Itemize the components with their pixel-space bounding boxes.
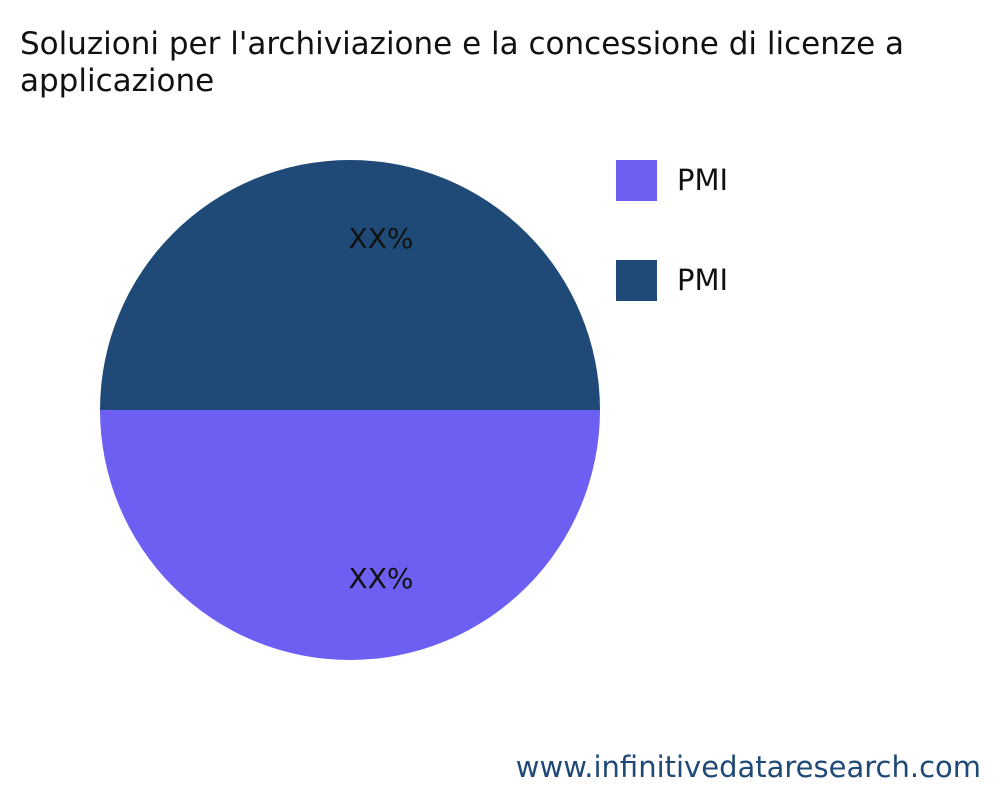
- chart-title: Soluzioni per l'archiviazione e la conce…: [20, 26, 1000, 100]
- watermark: www.infinitivedataresearch.com: [515, 750, 981, 784]
- legend-label: PMI: [677, 163, 729, 197]
- legend-item[interactable]: PMI: [616, 259, 729, 301]
- legend-swatch: [616, 159, 657, 201]
- chart-title-line-2: applicazione: [20, 63, 215, 99]
- legend-item[interactable]: PMI: [616, 159, 729, 201]
- legend-swatch: [616, 259, 657, 301]
- chart-title-line-1: Soluzioni per l'archiviazione e la conce…: [20, 26, 905, 62]
- slice-label: XX%: [349, 562, 414, 595]
- legend-label: PMI: [677, 263, 729, 297]
- pie-slice[interactable]: [100, 410, 600, 660]
- slice-label: XX%: [349, 222, 414, 255]
- pie-slice[interactable]: [100, 160, 600, 410]
- legend: PMI PMI: [616, 159, 729, 360]
